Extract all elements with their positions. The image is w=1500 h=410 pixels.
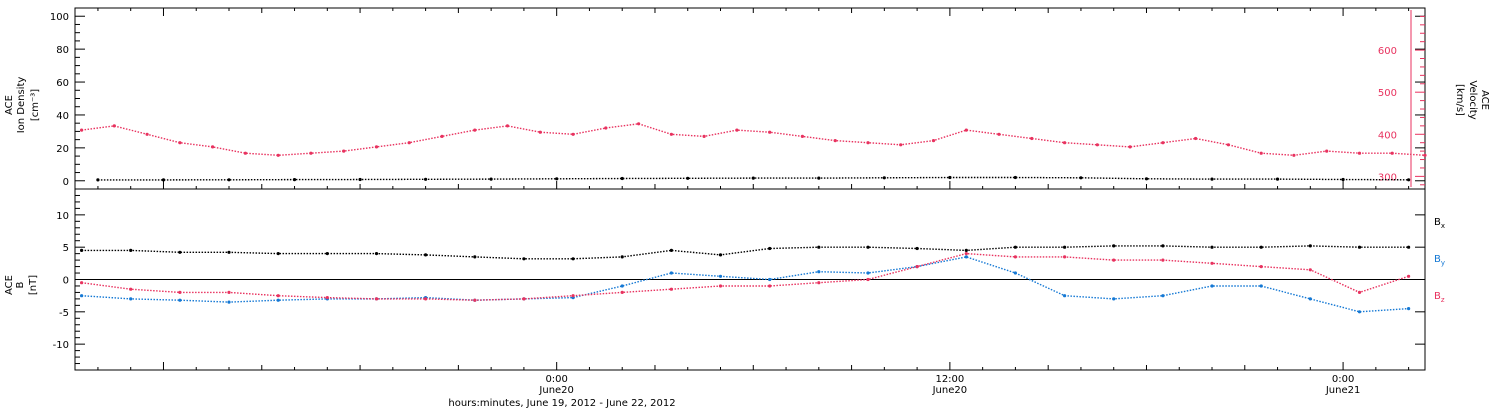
- top-left-tick-label: 100: [50, 12, 69, 23]
- bz-point: [522, 297, 526, 301]
- top-left-label-line3: [cm⁻³]: [30, 89, 41, 121]
- bz-point: [178, 290, 182, 294]
- bottom-left-tick-label: 0: [63, 276, 69, 287]
- bx-point: [178, 250, 182, 254]
- top-right-label-line3: [km/s]: [1454, 84, 1465, 116]
- panel-top-frame: [74, 7, 1426, 190]
- bz-point: [276, 294, 280, 298]
- x-tick-label-date: June20: [538, 385, 574, 396]
- velocity-point: [1095, 143, 1099, 147]
- top-right-label-line2: Velocity: [1467, 80, 1478, 119]
- bottom-left-tick-label: -10: [53, 340, 69, 351]
- bz-point: [669, 287, 674, 291]
- velocity-point: [342, 149, 346, 153]
- ion-density-point: [1407, 178, 1411, 182]
- bottom-left-label-line3: [nT]: [28, 275, 39, 295]
- bottom-left-tick-label: 10: [56, 211, 69, 222]
- x-tick-label-date: June20: [932, 385, 968, 396]
- top-left-axis: 0 20 40 60 80 100: [50, 12, 1425, 188]
- by-point: [866, 271, 870, 275]
- top-right-label-line1: ACE: [1479, 90, 1490, 110]
- velocity-point: [309, 151, 313, 155]
- bx-point: [1161, 244, 1165, 248]
- velocity-line: [81, 123, 1426, 157]
- x-tick-label-time: 0:00: [1332, 374, 1354, 385]
- bx-point: [1259, 245, 1263, 249]
- x-axis: 0:00June2012:00June200:00June2112:00June…: [97, 8, 1410, 396]
- top-right-tick-label: 400: [1378, 130, 1397, 141]
- bx-point: [424, 253, 428, 257]
- ion-density-point: [227, 178, 231, 182]
- top-left-tick-label: 80: [56, 45, 69, 56]
- bz-point: [866, 277, 870, 282]
- b-legend: Bx By Bz: [1434, 217, 1445, 304]
- ion-density-line: [97, 176, 1409, 181]
- by-point: [768, 277, 772, 282]
- bz-point: [620, 290, 624, 294]
- bz-point: [1112, 258, 1116, 262]
- velocity-point: [1063, 141, 1067, 145]
- bottom-left-label-line1: ACE: [4, 275, 15, 295]
- bz-line: [81, 252, 1409, 301]
- top-panel-data: [80, 122, 1427, 182]
- x-tick-label-date: June21: [1325, 385, 1361, 396]
- top-right-tick-label: 300: [1378, 172, 1397, 183]
- bottom-left-label-line2: B: [15, 281, 26, 288]
- bx-line: [81, 245, 1409, 260]
- bz-point: [1259, 265, 1263, 269]
- velocity-point: [1423, 153, 1427, 157]
- bx-point: [669, 248, 674, 252]
- bx-point: [1013, 245, 1018, 249]
- top-left-tick-label: 20: [56, 144, 69, 155]
- bz-point: [1013, 255, 1018, 259]
- ion-density-point: [620, 176, 624, 181]
- legend-by: By: [1434, 254, 1445, 267]
- bx-point: [571, 257, 575, 261]
- x-axis-title: hours:minutes, June 19, 2012 - June 22, …: [448, 398, 675, 409]
- ion-density-point: [161, 178, 166, 182]
- top-left-label-line1: ACE: [4, 95, 15, 115]
- ion-density-point: [1079, 176, 1083, 180]
- top-right-tick-label: 600: [1378, 46, 1397, 57]
- top-right-axis: 300 400 500 600: [1378, 10, 1425, 187]
- bx-point: [915, 246, 919, 251]
- bx-point: [276, 252, 280, 256]
- bx-point: [866, 245, 870, 249]
- ion-density-point: [1013, 175, 1018, 180]
- bottom-panel-data: [80, 244, 1411, 314]
- by-point: [1357, 310, 1362, 314]
- top-left-tick-label: 60: [56, 78, 69, 89]
- top-right-tick-label: 500: [1378, 88, 1397, 99]
- bz-point: [424, 297, 428, 301]
- bx-point: [1407, 245, 1411, 249]
- velocity-point: [276, 153, 280, 157]
- legend-bz: Bz: [1434, 291, 1445, 304]
- x-tick-label-time: 0:00: [545, 374, 567, 385]
- ion-density-point: [555, 177, 559, 181]
- legend-bx: Bx: [1434, 217, 1445, 230]
- top-left-tick-label: 0: [63, 177, 69, 188]
- bottom-left-tick-label: 5: [63, 243, 69, 254]
- bottom-left-axis: -10 -5 0 5 10: [53, 194, 1425, 365]
- by-point: [178, 298, 182, 302]
- bz-point: [374, 297, 379, 301]
- ion-density-point: [686, 176, 690, 180]
- ion-density-point: [1144, 177, 1149, 181]
- by-line: [81, 256, 1409, 313]
- top-left-axis-title: ACE Ion Density [cm⁻³]: [4, 77, 41, 134]
- bz-point: [768, 284, 772, 288]
- bottom-left-tick-label: -5: [59, 308, 69, 319]
- bx-point: [325, 252, 329, 256]
- top-left-tick-label: 40: [56, 111, 69, 122]
- bx-point: [1112, 244, 1116, 248]
- velocity-point: [538, 130, 542, 134]
- x-tick-label-time: 12:00: [935, 374, 964, 385]
- top-left-label-line2: Ion Density: [16, 77, 27, 134]
- by-point: [276, 298, 280, 302]
- bottom-left-axis-title: ACE B [nT]: [4, 275, 39, 295]
- ion-density-point: [292, 178, 297, 182]
- top-right-axis-title: ACE Velocity [km/s]: [1454, 80, 1490, 119]
